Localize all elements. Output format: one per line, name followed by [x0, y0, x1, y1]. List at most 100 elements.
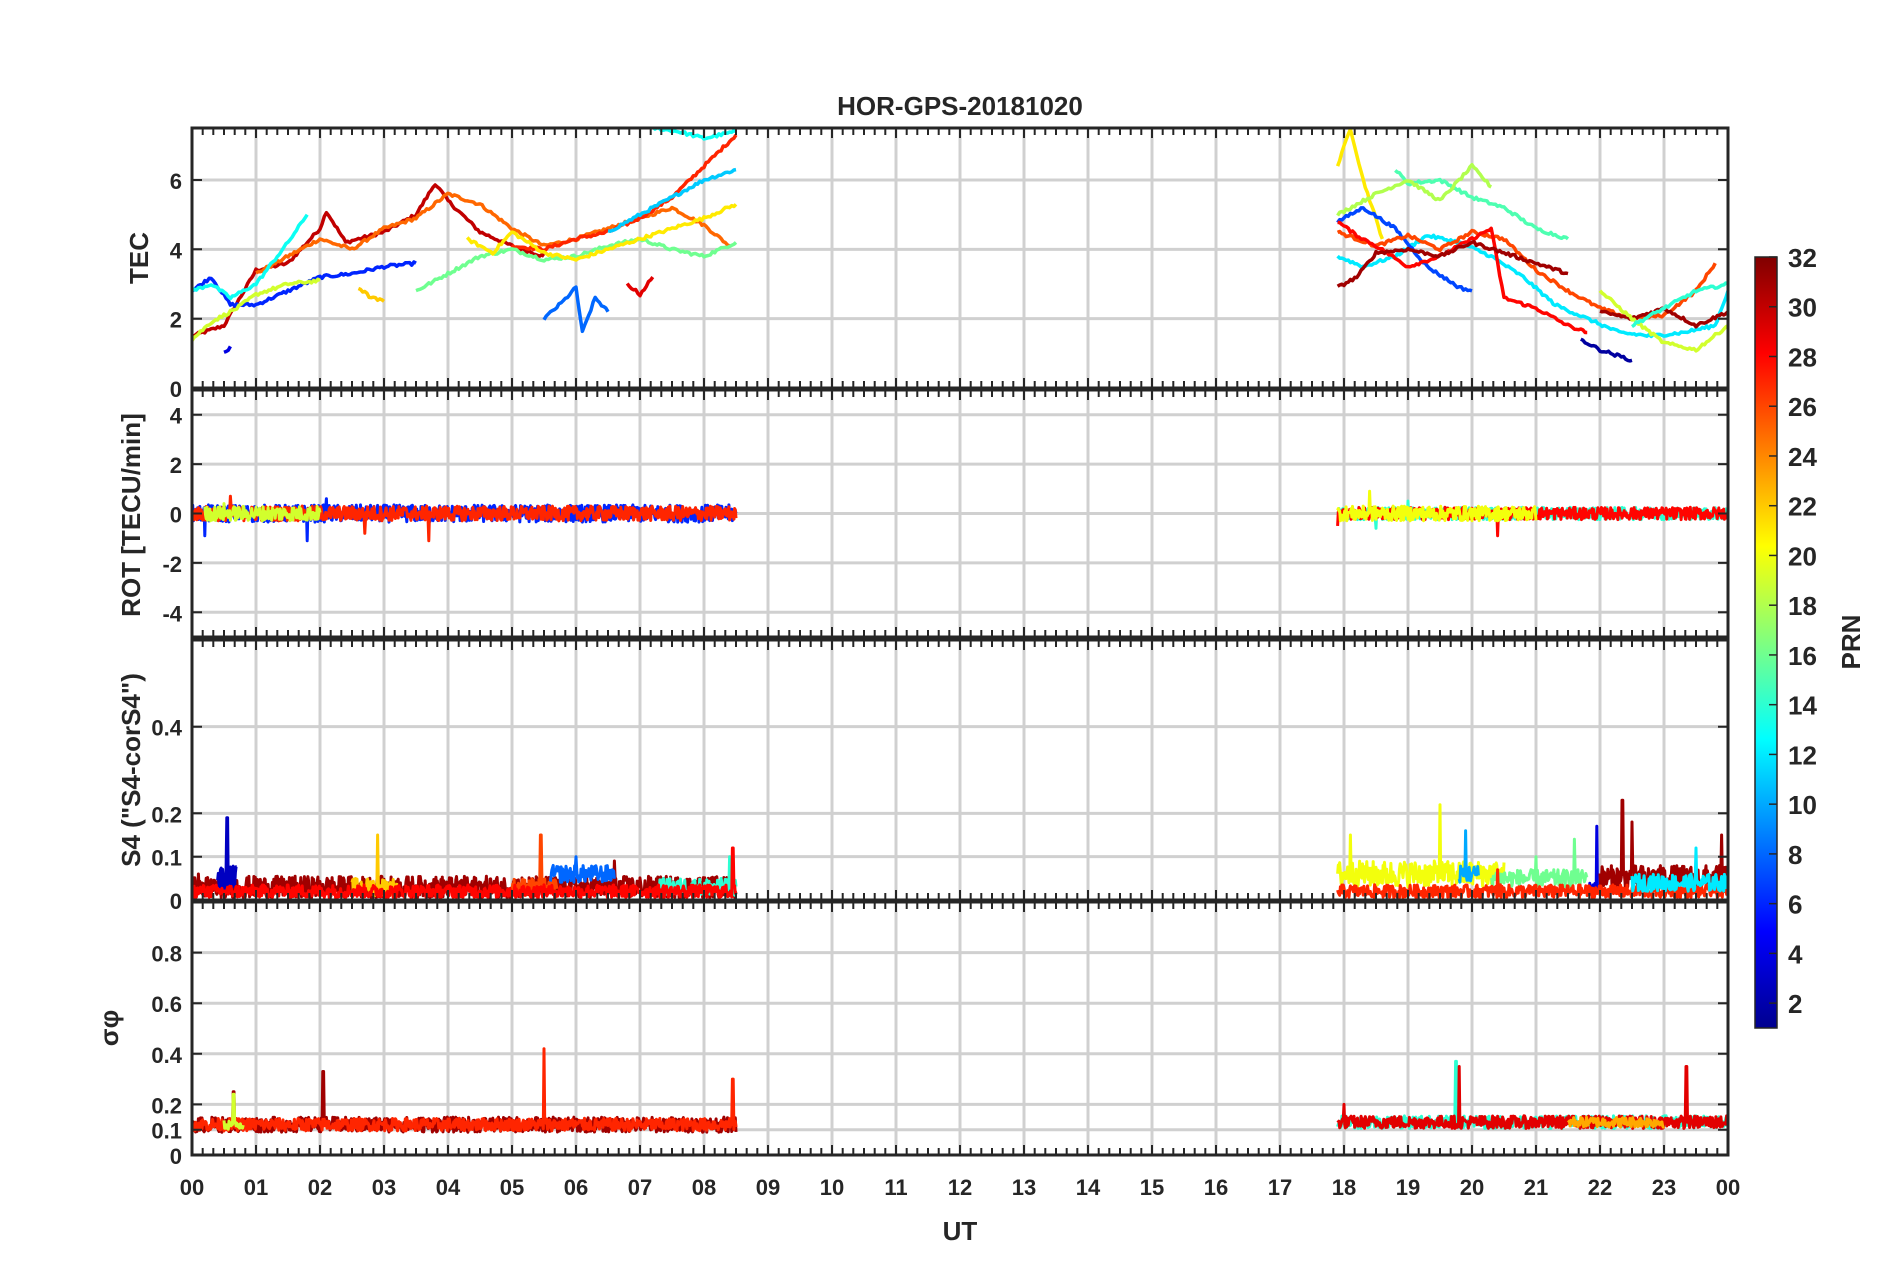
colorbar-tick-label: 16	[1788, 641, 1817, 671]
x-tick-label: 20	[1460, 1175, 1484, 1200]
y-tick-label: 4	[170, 238, 183, 263]
x-axis-label: UT	[943, 1216, 978, 1246]
x-tick-label: 11	[884, 1175, 907, 1200]
series-line	[548, 855, 616, 884]
x-axis-ticks: 00 01 02 03 04 05 06 07 08 09 10 11 12 13 14 15 16 17 18 19…	[180, 1175, 1740, 1200]
colorbar-tick-label: 14	[1788, 691, 1817, 721]
x-tick-label: 01	[244, 1175, 268, 1200]
series-line	[1598, 289, 1728, 353]
x-tick-label: 03	[372, 1175, 396, 1200]
series-line	[651, 128, 737, 141]
colorbar-tick-label: 10	[1788, 790, 1817, 820]
series-line	[203, 502, 322, 523]
y-axis-label-ROT: ROT [TECU/min]	[116, 413, 146, 617]
x-tick-label: 18	[1332, 1175, 1356, 1200]
y-tick-label: 0.8	[151, 942, 182, 967]
colorbar-tick-label: 2	[1788, 989, 1802, 1019]
x-tick-label: 21	[1524, 1175, 1548, 1200]
y-tick-label: 0	[170, 503, 182, 528]
panel-S4: 0 0.1 0.2 0.4S4 ("S4-corS4")	[116, 638, 1730, 914]
series-line	[415, 236, 738, 293]
x-tick-label: 02	[308, 1175, 332, 1200]
x-tick-label: 04	[436, 1175, 461, 1200]
y-tick-label: 0	[170, 1144, 182, 1169]
y-tick-label: 0.1	[151, 846, 182, 871]
colorbar-label: PRN	[1836, 615, 1866, 670]
x-tick-label: 00	[180, 1175, 204, 1200]
colorbar-tick-label: 6	[1788, 890, 1802, 920]
series-line	[192, 277, 321, 342]
y-tick-label: 6	[170, 169, 182, 194]
series-line	[465, 203, 738, 262]
colorbar-tick-label: 12	[1788, 740, 1817, 770]
series-line	[216, 816, 238, 893]
y-tick-label: -2	[162, 552, 182, 577]
y-tick-label: 0.1	[151, 1119, 182, 1144]
series-line	[625, 276, 655, 298]
x-tick-label: 22	[1588, 1175, 1612, 1200]
series-line	[357, 286, 386, 303]
x-tick-label: 08	[692, 1175, 716, 1200]
x-tick-label: 10	[820, 1175, 844, 1200]
series-group	[192, 1047, 1728, 1134]
y-tick-label: 0.4	[151, 1043, 182, 1068]
series-line	[1336, 489, 1538, 523]
series-line	[1336, 206, 1473, 293]
panel-ROT: -4 -2 0 2 4 ROT [TECU/min]	[116, 388, 1730, 639]
series-group	[192, 798, 1728, 900]
y-tick-label: 0.2	[151, 802, 182, 827]
series-line	[1631, 281, 1728, 329]
series-line	[1336, 162, 1493, 217]
y-tick-label: 4	[170, 404, 183, 429]
x-tick-label: 17	[1268, 1175, 1292, 1200]
colorbar-tick-label: 24	[1788, 442, 1817, 472]
series-line	[192, 846, 738, 900]
colorbar-tick-label: 32	[1788, 243, 1817, 273]
colorbar-tick-label: 20	[1788, 541, 1817, 571]
x-tick-label: 15	[1140, 1175, 1164, 1200]
colorbar-tick-label: 28	[1788, 342, 1817, 372]
x-tick-marks	[191, 390, 1729, 637]
series-line	[1457, 829, 1480, 884]
y-tick-marks	[192, 951, 1728, 1156]
series-line	[542, 285, 610, 334]
x-tick-label: 12	[948, 1175, 972, 1200]
series-line	[1394, 169, 1570, 241]
chart-title: HOR-GPS-20181020	[837, 91, 1083, 121]
x-tick-label: 06	[564, 1175, 588, 1200]
colorbar-tick-label: 4	[1788, 939, 1803, 969]
y-tick-label: 0.2	[151, 1093, 182, 1118]
y-tick-label: 2	[170, 453, 182, 478]
x-tick-label: 14	[1076, 1175, 1101, 1200]
y-tick-marks	[192, 413, 1728, 614]
series-line	[255, 191, 731, 275]
panel-sigma_phi: 00.10.2 0.4 0.6 0.8 σφ	[94, 900, 1730, 1169]
x-tick-label: 23	[1652, 1175, 1676, 1200]
colorbar-tick-label: 30	[1788, 293, 1817, 323]
x-tick-label: 16	[1204, 1175, 1228, 1200]
x-tick-marks	[191, 902, 1729, 1155]
x-tick-label: 00	[1716, 1175, 1740, 1200]
series-line	[1337, 220, 1588, 335]
colorbar-tick-label: 22	[1788, 492, 1817, 522]
x-tick-label: 07	[628, 1175, 652, 1200]
series-line	[607, 167, 737, 233]
y-tick-label: 0	[170, 377, 182, 402]
y-axis-label-S4: S4 ("S4-corS4")	[116, 673, 146, 867]
x-tick-label: 05	[500, 1175, 524, 1200]
x-tick-label: 09	[756, 1175, 780, 1200]
series-line	[1580, 337, 1633, 363]
series-line	[192, 183, 546, 338]
x-tick-label: 13	[1012, 1175, 1036, 1200]
colorbar-tick-label: 26	[1788, 392, 1817, 422]
series-line	[1630, 846, 1728, 893]
y-tick-marks	[192, 179, 1728, 389]
series-group	[192, 128, 1728, 363]
y-axis-label-TEC: TEC	[124, 232, 154, 284]
x-tick-label: 19	[1396, 1175, 1420, 1200]
y-tick-label: 0.4	[151, 716, 182, 741]
series-line	[192, 213, 309, 301]
